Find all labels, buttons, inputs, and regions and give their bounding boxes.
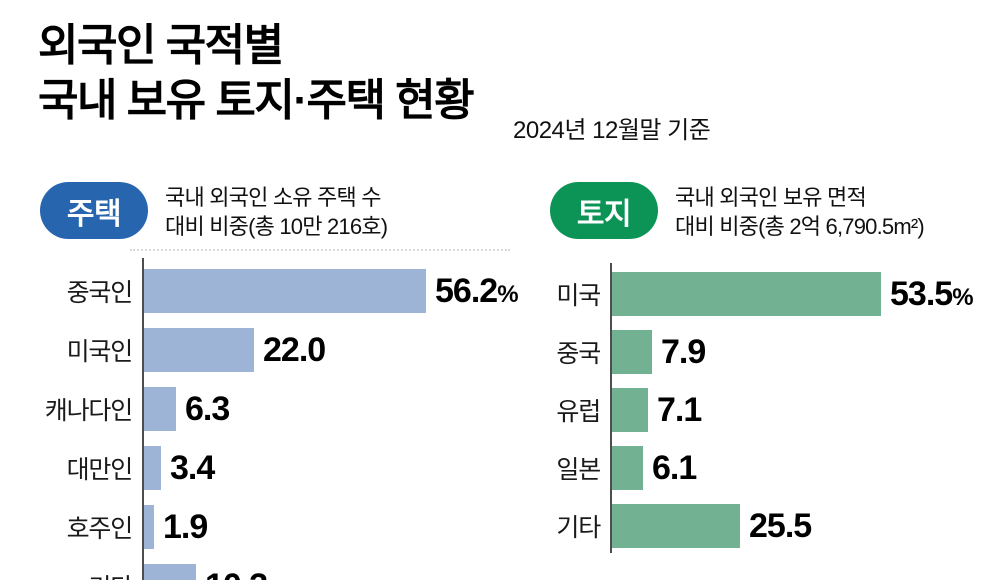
- category-label: 캐나다인: [44, 397, 133, 425]
- bar-row: 미국인 22.0: [40, 328, 532, 372]
- value-label: 25.5: [749, 506, 812, 545]
- percent-sign: %: [497, 280, 519, 308]
- title-line-1: 외국인 국적별: [38, 21, 284, 70]
- category-label: 중국: [556, 340, 601, 368]
- bar: [144, 505, 154, 549]
- bar-row: 일본 6.1: [550, 446, 1004, 490]
- bar-track: 10.3: [142, 564, 532, 580]
- bar-track: 53.5%: [610, 272, 1004, 316]
- as-of-date: 2024년 12월말 기준: [513, 117, 711, 144]
- bar-track: 6.3: [142, 387, 532, 431]
- value-label: 7.9: [661, 332, 706, 371]
- value-label: 56.2%: [435, 271, 519, 310]
- bar-track: 6.1: [610, 446, 1004, 490]
- land-bar-chart: 미국 53.5% 중국 7.9 유럽 7.1 일본 6.1 기타 25.5: [550, 263, 1004, 553]
- bar-row: 유럽 7.1: [550, 388, 1004, 432]
- category-label: 미국인: [66, 338, 134, 366]
- bar-row: 기타 25.5: [550, 504, 1004, 548]
- housing-panel: 주택 국내 외국인 소유 주택 수 대비 비중(총 10만 216호) 중국인 5…: [40, 182, 532, 580]
- housing-desc-line-1: 국내 외국인 소유 주택 수: [165, 185, 381, 210]
- dotted-divider: [130, 249, 510, 251]
- bar: [612, 388, 648, 432]
- bar-track: 22.0: [142, 328, 532, 372]
- bar: [144, 269, 426, 313]
- value-label: 22.0: [263, 330, 326, 369]
- category-label: 호주인: [66, 515, 134, 543]
- land-badge: 토지: [550, 182, 658, 239]
- bar-track: 7.9: [610, 330, 1004, 374]
- category-label: 기타: [556, 514, 601, 542]
- value-label: 6.3: [185, 389, 230, 428]
- bar: [612, 446, 643, 490]
- bar: [144, 328, 254, 372]
- title-line-2: 국내 보유 토지·주택 현황: [38, 76, 475, 125]
- value-label: 10.3: [205, 567, 268, 580]
- housing-desc-line-2: 대비 비중(총 10만 216호): [165, 214, 388, 239]
- bar-track: 56.2%: [142, 269, 532, 313]
- category-label: 일본: [556, 456, 601, 484]
- land-description: 국내 외국인 보유 면적 대비 비중(총 2억 6,790.5m²): [675, 182, 925, 241]
- bar: [612, 272, 881, 316]
- value-label: 7.1: [657, 390, 702, 429]
- bar-track: 3.4: [142, 446, 532, 490]
- land-desc-line-2: 대비 비중(총 2억 6,790.5m²): [675, 214, 925, 239]
- land-desc-line-1: 국내 외국인 보유 면적: [675, 185, 867, 210]
- bar: [144, 564, 196, 580]
- housing-description: 국내 외국인 소유 주택 수 대비 비중(총 10만 216호): [165, 182, 388, 241]
- value-label: 3.4: [170, 448, 215, 487]
- bar-track: 1.9: [142, 505, 532, 549]
- land-axis-line: [610, 263, 612, 553]
- land-header: 토지 국내 외국인 보유 면적 대비 비중(총 2억 6,790.5m²): [550, 182, 1004, 241]
- page-title: 외국인 국적별 국내 보유 토지·주택 현황: [38, 18, 475, 128]
- bar-row: 미국 53.5%: [550, 272, 1004, 316]
- housing-badge: 주택: [40, 182, 148, 239]
- bar-track: 25.5: [610, 504, 1004, 548]
- bar: [612, 330, 652, 374]
- housing-axis-line: [142, 258, 144, 580]
- bar: [612, 504, 740, 548]
- category-label: 미국: [556, 282, 601, 310]
- bar: [144, 387, 176, 431]
- category-label: 기타: [40, 564, 142, 580]
- bar-track: 7.1: [610, 388, 1004, 432]
- percent-sign: %: [952, 283, 974, 311]
- value-label: 53.5%: [890, 274, 974, 313]
- value-label: 6.1: [652, 448, 697, 487]
- bar-row: 캐나다인 6.3: [40, 387, 532, 431]
- category-label: 유럽: [556, 398, 601, 426]
- bar-row: 기타 10.3: [40, 564, 532, 580]
- value-label: 1.9: [163, 507, 208, 546]
- bar-row: 중국 7.9: [550, 330, 1004, 374]
- land-panel: 토지 국내 외국인 보유 면적 대비 비중(총 2억 6,790.5m²) 미국…: [550, 182, 1004, 562]
- housing-header: 주택 국내 외국인 소유 주택 수 대비 비중(총 10만 216호): [40, 182, 532, 241]
- housing-bar-chart: 중국인 56.2% 미국인 22.0 캐나다인 6.3 대만인 3.4 호주인 1.9 기타 10.3: [40, 249, 532, 580]
- bar: [144, 446, 161, 490]
- bar-row: 중국인 56.2%: [40, 269, 532, 313]
- bar-row: 호주인 1.9: [40, 505, 532, 549]
- category-label: 대만인: [66, 456, 134, 484]
- bar-row: 대만인 3.4: [40, 446, 532, 490]
- category-label: 중국인: [66, 279, 134, 307]
